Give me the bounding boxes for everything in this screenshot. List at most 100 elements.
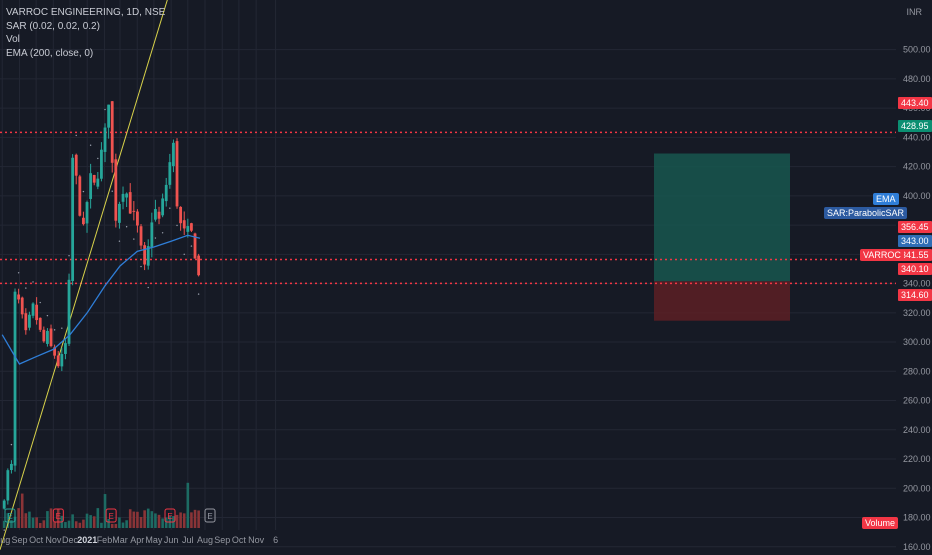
volume-side-label[interactable]: Volume (862, 517, 899, 529)
volume-bar (24, 513, 28, 528)
candle-body (172, 142, 175, 167)
candlesticks (2, 100, 201, 510)
price-tag-resistance-mid: 356.45 (898, 221, 932, 233)
volume-bar (157, 514, 161, 528)
volume-bar (150, 511, 154, 528)
price-tick-label: 180.00 (903, 513, 931, 523)
sar-dot (169, 207, 171, 209)
time-tick-label: Sep (11, 535, 27, 545)
volume-bar (175, 514, 179, 528)
sar-dot (147, 286, 149, 289)
volume-bar (31, 517, 35, 528)
sar-side-label[interactable]: SAR:ParabolicSAR (824, 207, 908, 219)
candle-body (128, 192, 132, 214)
candle-body (28, 314, 31, 328)
price-tick-label: 160.00 (903, 542, 931, 550)
candle-body (24, 313, 28, 331)
sar-dot (17, 272, 20, 274)
candle-body (164, 184, 168, 202)
time-tick-label: Dec (62, 535, 79, 545)
price-levels (0, 131, 896, 285)
time-tick-label: Oct (29, 535, 44, 545)
price-tick-label: 320.00 (903, 308, 931, 318)
candle-body (38, 317, 42, 330)
candle-body (92, 174, 96, 183)
candle-body (49, 328, 53, 347)
sar-dot (97, 157, 99, 160)
symbol-title[interactable]: VARROC ENGINEERING, 1D, NSE (6, 7, 166, 18)
sar-legend[interactable]: SAR (0.02, 0.02, 0.2) (6, 20, 100, 32)
trend-line-group (0, 0, 168, 550)
earnings-marker-label: E (7, 512, 12, 521)
time-tick-label: 2021 (77, 535, 97, 545)
volume-bar (100, 522, 103, 528)
earnings-marker-icon (204, 508, 216, 523)
sar-dot (25, 287, 27, 289)
volume-legend[interactable]: Vol (6, 34, 20, 45)
sar-dot (89, 144, 92, 146)
candle-body (82, 217, 85, 225)
sar-dot (183, 253, 185, 256)
volume-bar (78, 522, 82, 528)
volume-bar (2, 520, 6, 528)
position-zones (654, 153, 790, 321)
price-tag-ema: 343.00 (898, 235, 932, 247)
time-axis: AugSepOctNovDec2021FebMarAprMayJunJulAug… (0, 535, 278, 545)
time-tick-label: Nov (248, 535, 265, 545)
time-tick-label: Nov (45, 535, 62, 545)
candle-body (154, 209, 157, 220)
volume-bars (2, 482, 200, 528)
ema-side-label[interactable]: EMA (873, 193, 899, 205)
volume-bar (107, 518, 110, 528)
candle-body (56, 355, 60, 367)
candle-body (179, 206, 183, 224)
sar-dot (176, 224, 178, 227)
candle-body (10, 463, 13, 471)
earnings-marker-label: E (56, 512, 61, 521)
volume-bar (161, 518, 164, 528)
time-tick-label: 6 (273, 535, 278, 545)
trend-line (0, 0, 168, 550)
candle-body (157, 211, 161, 219)
sar-dot (46, 314, 49, 317)
volume-bar (164, 517, 168, 528)
symbol-side-label[interactable]: VARROC (860, 249, 904, 261)
candle-body (31, 303, 35, 316)
candle-body (161, 198, 165, 216)
sar-dot (32, 281, 34, 283)
volume-bar (53, 521, 56, 528)
volume-bar (85, 513, 89, 528)
candle-body (186, 226, 190, 232)
ema-legend[interactable]: EMA (200, close, 0) (6, 47, 94, 59)
earnings-marker-icon (52, 508, 64, 523)
sar-dot (190, 245, 193, 247)
candle-body (35, 304, 39, 321)
candle-body (139, 226, 143, 246)
volume-bar (17, 508, 20, 528)
candle-body (74, 154, 78, 176)
candle-body (60, 354, 64, 367)
earnings-marker-label: E (207, 512, 212, 521)
volume-bar (35, 517, 38, 528)
price-tick-label: 220.00 (903, 454, 931, 464)
price-tag-stop: 314.60 (898, 289, 932, 301)
candle-body (17, 294, 21, 300)
time-tick-label: Apr (130, 535, 144, 545)
time-tick-label: Sep (214, 535, 230, 545)
volume-bar (110, 523, 114, 528)
candle-body (136, 211, 139, 226)
volume-bar (46, 511, 49, 528)
price-tick-label: 240.00 (903, 425, 931, 435)
volume-bar (20, 493, 24, 528)
volume-bar (197, 510, 200, 528)
candle-body (193, 233, 197, 259)
candle-body (143, 245, 147, 265)
volume-bar (121, 522, 125, 528)
volume-bar (128, 509, 132, 528)
candle-body (46, 330, 49, 344)
sar-dot (39, 301, 41, 304)
candle-body (146, 246, 150, 266)
volume-bar (13, 516, 17, 528)
